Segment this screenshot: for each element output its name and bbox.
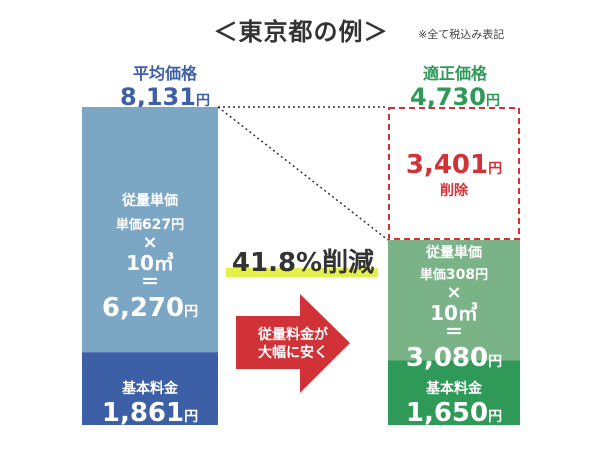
reduction-label: 削除: [440, 183, 468, 199]
arrow-text: 従量料金が 大幅に安く: [238, 326, 348, 362]
left-usage-unit: 円: [184, 304, 199, 320]
right-header-label: 適正価格: [422, 64, 487, 83]
bar-right-usage: [388, 240, 520, 361]
left-total-unit: 円: [195, 93, 210, 109]
left-base-unit: 円: [184, 409, 199, 425]
right-unit-price: 308: [445, 267, 476, 283]
right-total: 4,730: [410, 83, 486, 111]
bar-left-usage: [82, 107, 218, 353]
left-base-value: 1,861: [101, 398, 185, 428]
right-unit-price-prefix: 単価: [419, 268, 446, 283]
reduction-percent: 41.8%削減: [231, 248, 375, 278]
left-unit-price-prefix: 単価: [115, 218, 142, 233]
bar-right-base: [388, 360, 520, 425]
right-base-unit: 円: [488, 409, 503, 425]
bar-left-base: [82, 352, 218, 425]
left-base-text: 基本料金 1,861円: [82, 378, 218, 428]
right-total-unit: 円: [485, 93, 500, 109]
reduction-unit: 円: [488, 161, 503, 177]
right-unit-price-unit: 円: [475, 268, 489, 283]
right-usage-value: 3,080: [405, 343, 489, 373]
tax-note: ※全て税込み表記: [418, 28, 505, 41]
reduction-text: 3,401円 削除: [388, 150, 520, 200]
right-usage-text: 従量単価 単価308円 × 10㎥ ＝ 3,080円: [388, 242, 520, 373]
left-header-label: 平均価格: [132, 64, 197, 83]
left-usage-text: 従量単価 単価627円 × 10㎥ ＝ 6,270円: [82, 190, 218, 323]
right-equals: ＝: [445, 322, 463, 343]
left-unit-price-unit: 円: [171, 218, 185, 233]
right-base-value: 1,650: [405, 398, 489, 428]
right-volume: 10㎥: [430, 301, 478, 325]
arrow-icon: [236, 294, 350, 393]
left-usage-label: 従量単価: [122, 193, 178, 209]
right-header: 適正価格 4,730円: [360, 60, 550, 110]
right-base-text: 基本料金 1,650円: [388, 378, 520, 428]
bar-right-reduction: [388, 107, 520, 241]
left-base-label: 基本料金: [122, 381, 178, 397]
connector-diagonal-line: [217, 106, 389, 241]
right-usage-unit: 円: [488, 354, 503, 370]
left-equals: ＝: [141, 272, 159, 293]
arrow-text-line-2: 大幅に安く: [258, 345, 328, 361]
right-usage-label: 従量単価: [426, 245, 482, 261]
arrow-text-line-1: 従量料金が: [258, 327, 328, 343]
right-base-label: 基本料金: [426, 381, 482, 397]
left-header: 平均価格 8,131円: [70, 60, 260, 110]
chart-title: ＜東京都の例＞: [213, 18, 389, 46]
left-times: ×: [142, 232, 158, 253]
percent-highlight: [226, 268, 378, 277]
left-volume: 10㎥: [126, 251, 174, 275]
right-times: ×: [446, 282, 462, 303]
left-total: 8,131: [120, 83, 196, 111]
left-unit-price: 627: [141, 217, 172, 233]
reduction-value: 3,401: [405, 150, 489, 180]
left-usage-value: 6,270: [101, 293, 185, 323]
